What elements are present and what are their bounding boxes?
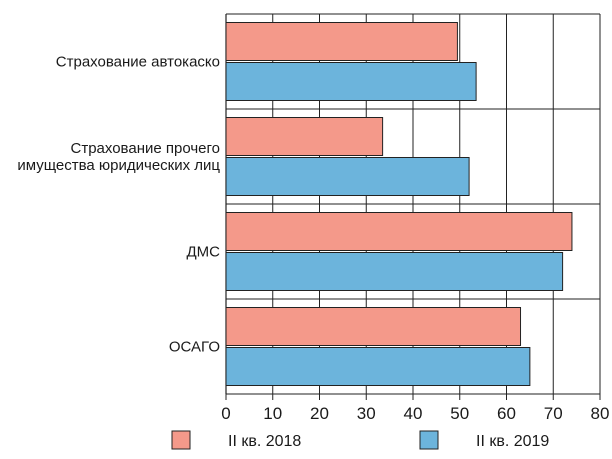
legend-label-1: II кв. 2018 <box>228 433 301 450</box>
bars <box>225 22 573 386</box>
category-label-2: Страхование прочего имущества юридических… <box>17 140 220 174</box>
bar-1-1 <box>225 22 458 61</box>
bar-2-4 <box>225 347 531 386</box>
category-label-4: ОСАГО <box>169 339 220 356</box>
tick-label-50: 50 <box>450 404 469 423</box>
tick-label-10: 10 <box>263 404 282 423</box>
tick-label-20: 20 <box>310 404 329 423</box>
bar-1-2 <box>225 117 384 156</box>
category-label-1: Страхование автокаско <box>56 54 220 71</box>
bar-2-1 <box>225 62 477 101</box>
tick-label-70: 70 <box>544 404 563 423</box>
legend-swatch-1 <box>171 430 191 450</box>
bar-2-3 <box>225 252 564 291</box>
tick-label-30: 30 <box>357 404 376 423</box>
category-label-3: ДМС <box>187 244 221 261</box>
bar-1-3 <box>225 212 573 251</box>
legend-label-2: II кв. 2019 <box>476 433 549 450</box>
bar-1-4 <box>225 307 522 346</box>
tick-label-60: 60 <box>497 404 516 423</box>
legend: II кв. 2018 II кв. 2019 <box>171 430 549 450</box>
legend-swatch-2 <box>419 430 439 450</box>
category-labels: Страхование автокаско Страхование прочего… <box>17 54 220 356</box>
tick-label-0: 0 <box>221 404 230 423</box>
tick-label-80: 80 <box>591 404 610 423</box>
tick-label-40: 40 <box>404 404 423 423</box>
x-axis-ticks: 0 10 20 30 40 50 60 70 80 <box>221 394 609 423</box>
bar-2-2 <box>225 157 470 196</box>
